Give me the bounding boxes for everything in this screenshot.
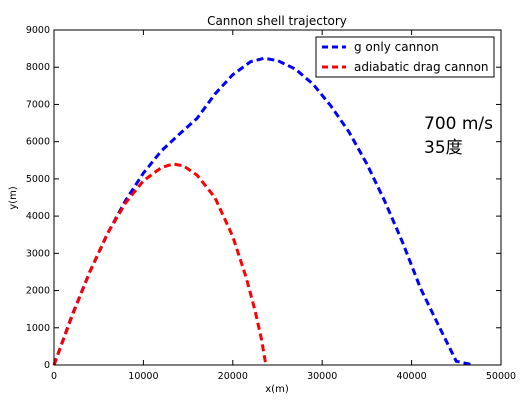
x-tick-30000-label: 30000 [307,371,337,382]
y-tick-6000-label: 6000 [26,137,50,148]
x-tick-40000-label: 40000 [396,371,426,382]
legend-label-g-only-cannon: g only cannon [354,40,439,54]
x-tick-50000-label: 50000 [486,371,516,382]
y-tick-7000-label: 7000 [26,99,50,110]
series-layer [52,56,475,367]
y-tick-1000-label: 1000 [26,323,50,334]
legend-label-adiabatic-drag-cannon: adiabatic drag cannon [354,60,489,74]
y-axis-label: y(m) [8,186,19,210]
x-tick-0-label: 0 [51,371,57,382]
x-tick-20000-label: 20000 [218,371,248,382]
y-tick-2000-label: 2000 [26,286,50,297]
y-tick-9000-label: 9000 [26,25,50,36]
series-line-1 [52,162,268,366]
y-tick-3000-label: 3000 [26,248,50,259]
x-axis-label: x(m) [265,384,289,395]
annotation-speed: 700 m/s [424,114,493,134]
series-line-0 [52,56,475,367]
y-axis-ticks: 0 1000 2000 3000 4000 5000 6000 7000 8000 9000 [26,25,501,371]
y-tick-8000-label: 8000 [26,62,50,73]
chart-title: Cannon shell trajectory [207,14,347,28]
legend: g only cannon adiabatic drag cannon [315,36,495,78]
y-tick-0-label: 0 [44,360,50,371]
legend-box [315,36,495,78]
annotation-angle: 35度 [424,138,463,158]
y-tick-5000-label: 5000 [26,174,50,185]
y-tick-4000-label: 4000 [26,211,50,222]
plot-frame [53,29,502,366]
x-tick-10000-label: 10000 [128,371,158,382]
